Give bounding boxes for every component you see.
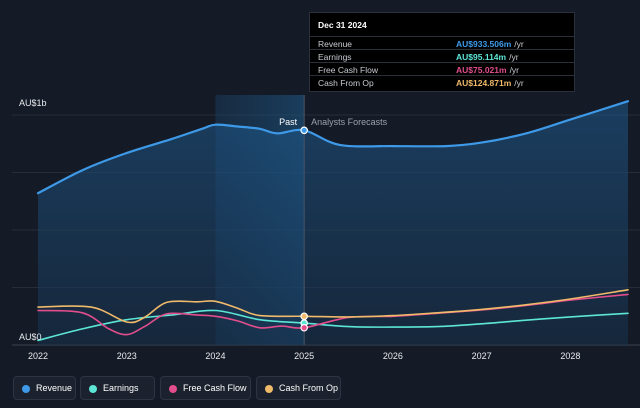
tooltip-value: AU$75.021m/yr — [456, 65, 520, 75]
tooltip-value: AU$124.871m/yr — [456, 78, 524, 88]
tooltip-date: Dec 31 2024 — [318, 20, 367, 30]
legend-label: Cash From Op — [279, 383, 339, 393]
x-tick-label: 2026 — [383, 351, 403, 361]
free-cash-flow-dot-icon — [169, 385, 177, 393]
tooltip-value: AU$933.506m/yr — [456, 39, 524, 49]
legend-label: Free Cash Flow — [183, 383, 247, 393]
marker-free-cash-flow — [300, 323, 308, 332]
earnings-dot-icon — [89, 385, 97, 393]
tooltip-value: AU$95.114m/yr — [456, 52, 519, 62]
legend-item-free-cash-flow[interactable]: Free Cash Flow — [160, 376, 251, 400]
forecast-label: Analysts Forecasts — [311, 117, 388, 127]
series-line-earnings — [37, 309, 629, 342]
tooltip: Dec 31 2024 Revenue AU$933.506m/yr Earni… — [309, 12, 575, 92]
tooltip-row-free-cash-flow: Free Cash Flow AU$75.021m/yr — [310, 62, 574, 76]
series-line-revenue — [36, 100, 630, 195]
y-axis-top-label: AU$1b — [19, 98, 47, 108]
series-line-cash-from-op — [37, 289, 629, 324]
legend-item-earnings[interactable]: Earnings — [80, 376, 155, 400]
tooltip-row-cash-from-op: Cash From Op AU$124.871m/yr — [310, 75, 574, 89]
x-tick-label: 2023 — [117, 351, 137, 361]
revenue-dot-icon — [22, 385, 30, 393]
y-axis-bottom-label: AU$0 — [19, 332, 42, 342]
tooltip-row-earnings: Earnings AU$95.114m/yr — [310, 49, 574, 63]
marker-cash-from-op — [300, 312, 308, 321]
tooltip-label: Cash From Op — [318, 78, 374, 88]
tooltip-label: Free Cash Flow — [318, 65, 378, 75]
legend-item-cash-from-op[interactable]: Cash From Op — [256, 376, 341, 400]
x-tick-label: 2028 — [560, 351, 580, 361]
x-tick-label: 2024 — [205, 351, 225, 361]
marker-revenue — [300, 126, 308, 135]
x-tick-label: 2027 — [472, 351, 492, 361]
legend-item-revenue[interactable]: Revenue — [13, 376, 76, 400]
past-label: Past — [279, 117, 298, 127]
cash-from-op-dot-icon — [265, 385, 273, 393]
legend-label: Earnings — [103, 383, 139, 393]
tooltip-label: Earnings — [318, 52, 352, 62]
x-tick-label: 2022 — [28, 351, 48, 361]
x-tick-label: 2025 — [294, 351, 314, 361]
legend-label: Revenue — [36, 383, 73, 393]
tooltip-label: Revenue — [318, 39, 353, 49]
revenue-area — [38, 101, 628, 345]
tooltip-row-revenue: Revenue AU$933.506m/yr — [310, 36, 574, 50]
